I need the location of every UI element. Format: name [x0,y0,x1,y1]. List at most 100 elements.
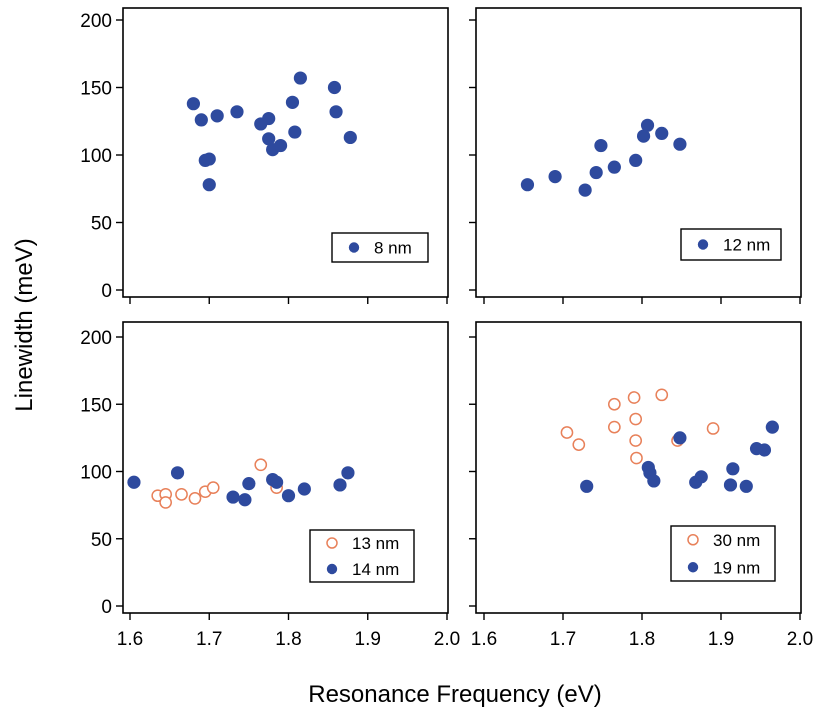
panel-bottom-right: 1.6 1.7 1.8 1.9 2.0 30 nm 19 nm [469,321,813,650]
panel-frame [122,7,449,298]
panel-bottom-left: 0 50 100 150 200 1.6 1.7 1.8 1.9 2.0 13 nm 14 nm [80,321,460,650]
y-tick-label: 200 [80,11,112,32]
data-point [673,137,687,151]
legend: 13 nm 14 nm [309,529,415,583]
legend-marker [326,563,338,575]
data-point [578,183,592,197]
x-tick-label: 1.6 [117,629,143,650]
data-point [238,493,252,507]
data-point [341,466,355,480]
legend: 8 nm [331,232,429,263]
data-point-open [630,451,643,465]
data-point [520,178,535,192]
legend-marker-open [326,537,338,549]
data-point [757,443,772,457]
legend-label: 12 nm [723,236,770,255]
data-point [273,138,288,153]
legend-label: 14 nm [352,560,399,579]
data-point [186,97,200,111]
data-point [230,105,244,119]
y-axis-label: Linewidth (meV) [11,238,38,411]
data-point [226,490,240,504]
data-point-open [159,496,173,509]
data-point [297,482,311,496]
legend: 30 nm 19 nm [670,525,776,582]
data-point [589,165,603,180]
data-point-open [206,481,220,494]
panel-frame [475,7,802,298]
data-point [629,153,643,167]
data-point-open [572,438,586,451]
data-point [202,152,216,166]
data-point [580,479,594,493]
data-point-open [629,412,643,426]
data-point-open [188,492,202,505]
x-tick-label: 1.7 [550,629,576,650]
x-tick-label: 1.9 [708,629,734,650]
data-point [127,475,141,489]
x-tick-label: 1.6 [471,629,497,650]
data-point [655,126,669,140]
x-tick-label: 1.9 [355,629,381,650]
data-point [170,466,185,480]
data-point [281,489,296,503]
legend-marker [348,242,360,253]
y-tick-label: 0 [101,281,112,302]
y-tick-label: 150 [80,395,112,416]
data-point-open [175,488,188,501]
x-tick-label: 1.8 [275,629,301,650]
panel-frame [475,321,802,614]
data-point-open [254,458,268,472]
legend-box [331,232,429,263]
data-point [723,478,738,492]
data-point-open [629,434,643,447]
data-point [343,130,357,145]
y-tick-label: 200 [80,328,112,349]
data-point [262,111,276,126]
y-tick-label: 50 [91,214,112,235]
data-point-open [560,426,574,439]
data-point [594,138,608,153]
legend-label: 30 nm [713,531,760,550]
data-point [329,105,343,119]
panel-frame [122,321,449,614]
y-tick-label: 50 [91,530,112,551]
data-point-open [706,422,720,435]
data-point [548,170,562,184]
x-tick-label: 1.7 [196,629,222,650]
legend-marker [697,239,709,250]
data-point [726,462,740,476]
legend-box [670,525,776,582]
data-point [636,129,651,143]
data-point [202,178,216,192]
x-tick-label: 2.0 [787,629,813,650]
data-point [285,95,300,109]
legend-box [680,228,782,261]
legend-label: 13 nm [352,534,399,553]
data-point-open [627,391,641,404]
data-point [194,113,208,127]
data-point [262,132,276,146]
data-point-open [608,420,621,434]
data-point-open [608,397,621,411]
x-axis-label: Resonance Frequency (eV) [308,681,601,708]
data-point [293,71,307,85]
data-point-open [655,388,669,402]
data-point [607,160,621,174]
x-tick-label: 1.8 [629,629,655,650]
x-tick-label: 2.0 [434,629,460,650]
data-point [673,431,687,445]
data-point [270,475,284,489]
data-point [327,80,342,95]
legend-label: 19 nm [713,558,760,577]
y-tick-label: 0 [101,597,112,618]
legend-label: 8 nm [374,239,412,258]
panel-top-right: 12 nm [469,7,802,304]
data-point [640,118,655,132]
legend-marker-open [687,534,699,546]
legend-marker [687,562,699,573]
data-point [242,477,256,491]
